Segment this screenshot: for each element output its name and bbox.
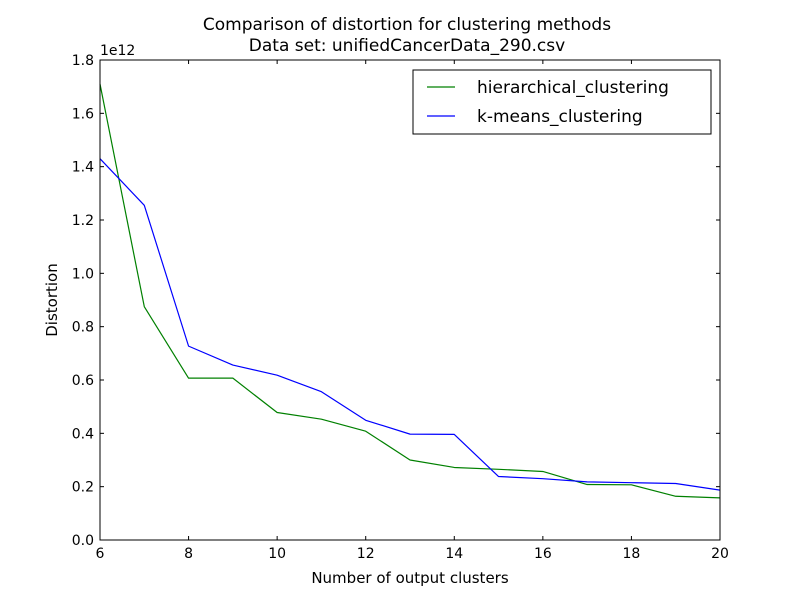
y-tick-label: 1.4	[72, 160, 94, 176]
y-axis-label: Distortion	[43, 263, 61, 337]
series-layer	[99, 83, 721, 499]
x-tick-label: 10	[268, 546, 286, 562]
y-tick-label: 1.0	[72, 266, 94, 282]
series-line-0	[99, 83, 721, 499]
x-axis-label: Number of output clusters	[311, 569, 509, 587]
y-tick-label: 1.8	[72, 53, 94, 69]
legend-label-1: k-means_clustering	[477, 107, 643, 127]
x-tick-label: 18	[623, 546, 641, 562]
legend: hierarchical_clustering k-means_clusterin…	[412, 69, 712, 135]
plot-frame	[99, 59, 721, 541]
y-tick-label: 0.8	[72, 320, 94, 336]
y-tick-label: 0.0	[72, 533, 94, 549]
y-tick-label: 1.6	[72, 106, 94, 122]
y-tick-label: 0.6	[72, 373, 94, 389]
x-tick-label: 12	[357, 546, 375, 562]
x-tick-label: 20	[711, 546, 729, 562]
x-tick-label: 14	[445, 546, 463, 562]
y-offset-label: 1e12	[100, 43, 135, 59]
x-tick-label: 8	[184, 546, 193, 562]
y-tick-label: 0.2	[72, 480, 94, 496]
x-tick-label: 6	[96, 546, 105, 562]
x-tick-label: 16	[534, 546, 552, 562]
legend-frame	[412, 69, 712, 135]
ticks-layer: 6 8 10 12 14 16 18 20 0.0 0.2 0.4 0.6 0.8 1.0 1.2 1.4 1.…	[72, 53, 729, 562]
legend-label-0: hierarchical_clustering	[477, 78, 669, 98]
series-line-1	[99, 158, 721, 491]
chart-title: Comparison of distortion for clustering …	[203, 15, 611, 35]
chart-subtitle: Data set: unifiedCancerData_290.csv	[249, 36, 565, 56]
y-tick-label: 1.2	[72, 213, 94, 229]
y-tick-label: 0.4	[72, 426, 94, 442]
